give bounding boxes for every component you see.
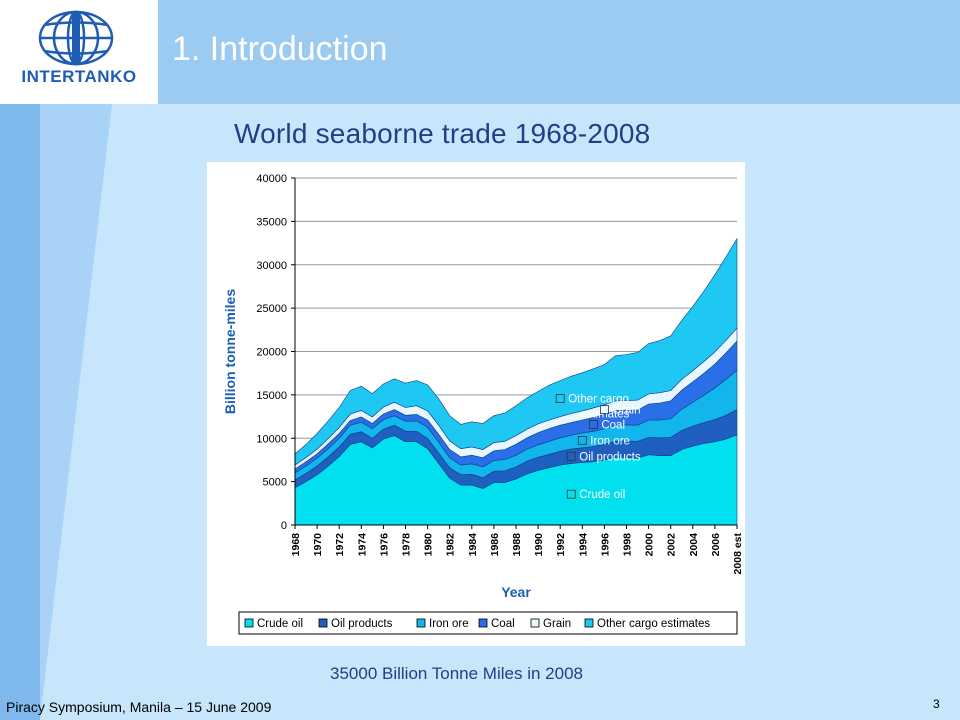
annotation-label: Iron ore <box>590 435 630 447</box>
header-band <box>158 0 960 104</box>
x-tick-label: 1996 <box>599 533 611 557</box>
axis-layer: 0 5000 10000 15000 20000 25000 30000 35000 40000… <box>222 173 744 600</box>
x-tick-label: 2002 <box>666 533 678 557</box>
y-tick-label: 15000 <box>256 390 287 402</box>
x-tick-label: 1968 <box>290 533 302 557</box>
logo-wordmark: INTERTANKO <box>21 67 136 86</box>
annotation-label: Coal <box>601 419 625 431</box>
chart-heading: World seaborne trade 1968-2008 <box>234 118 651 149</box>
annotation-label: Grain <box>612 405 640 417</box>
y-tick-label: 5000 <box>263 477 287 489</box>
x-tick-label: 1976 <box>378 533 390 557</box>
y-tick-label: 10000 <box>256 433 287 445</box>
x-tick-label: 1998 <box>622 533 634 557</box>
x-tick-label: 1978 <box>401 533 413 557</box>
legend-swatch <box>416 618 426 628</box>
annotation-label: estimates <box>580 409 629 421</box>
x-tick-label: 1970 <box>312 533 324 557</box>
slide-title: 1. Introduction <box>172 30 388 68</box>
x-tick-label: 1984 <box>467 533 479 557</box>
legend-label: Iron ore <box>429 618 469 630</box>
chart-panel: 0 5000 10000 15000 20000 25000 30000 35000 40000… <box>207 162 745 646</box>
legend-label: Crude oil <box>257 618 303 630</box>
chart-caption: 35000 Billion Tonne Miles in 2008 <box>330 664 583 683</box>
intertanko-logo: INTERTANKO <box>21 10 136 86</box>
x-tick-label: 2000 <box>644 533 656 557</box>
legend-swatch <box>244 618 254 628</box>
x-tick-label: 1988 <box>511 533 523 557</box>
annotation-marker <box>599 405 609 415</box>
legend-swatch <box>584 618 594 628</box>
annotation-label: Other cargo <box>568 394 629 406</box>
legend-label: Grain <box>543 618 571 630</box>
legend-swatch <box>478 618 488 628</box>
annotation-marker <box>588 419 598 429</box>
y-tick-label: 25000 <box>256 303 287 315</box>
x-tick-label: 1992 <box>555 533 567 557</box>
x-tick-label: 2006 <box>710 533 722 557</box>
logo-anchor-bar <box>72 12 80 64</box>
logo-box: INTERTANKO <box>0 0 158 104</box>
x-tick-label: 1972 <box>334 533 346 557</box>
annotation-marker <box>577 436 587 445</box>
y-tick-label: 35000 <box>256 216 287 228</box>
x-axis-title: Year <box>501 584 531 600</box>
y-tick-label: 30000 <box>256 260 287 272</box>
left-accent-bar <box>0 104 40 720</box>
y-tick-label: 20000 <box>256 347 287 359</box>
annotation-marker <box>566 451 576 461</box>
left-accent-wedge <box>40 104 112 720</box>
legend-label: Coal <box>491 618 515 630</box>
x-tick-label: 1990 <box>533 533 545 557</box>
legend-label: Oil products <box>331 618 393 630</box>
x-tick-label: 2008 est <box>732 532 744 574</box>
legend-box <box>238 611 738 635</box>
legend-swatch <box>318 618 328 628</box>
x-tick-label: 1974 <box>356 533 368 557</box>
x-tick-label: 1994 <box>577 533 589 557</box>
x-tick-label: 1982 <box>445 533 457 557</box>
page-number: 3 <box>933 697 940 711</box>
stacked-area-chart: 0 5000 10000 15000 20000 25000 30000 35000 40000… <box>222 173 744 635</box>
annotation-marker <box>566 489 576 499</box>
annotation-label: Oil products <box>579 451 641 463</box>
legend-label: Other cargo estimates <box>597 618 710 630</box>
legend: Crude oil Oil products Iron ore Coal Grain Ot… <box>238 611 738 635</box>
y-tick-label: 0 <box>281 520 287 532</box>
footer-event: Piracy Symposium, Manila – 15 June 2009 <box>6 699 272 715</box>
annotation-marker <box>555 394 565 403</box>
y-tick-label: 40000 <box>256 173 287 185</box>
x-tick-label: 2004 <box>688 533 700 557</box>
annotation-label: Crude oil <box>579 489 625 501</box>
x-tick-label: 1980 <box>423 533 435 557</box>
legend-swatch <box>530 618 540 628</box>
y-axis-title: Billion tonne-miles <box>222 289 238 414</box>
x-tick-label: 1986 <box>489 533 501 557</box>
area-other-cargo-estimates <box>294 237 738 466</box>
area-layer <box>294 237 738 526</box>
